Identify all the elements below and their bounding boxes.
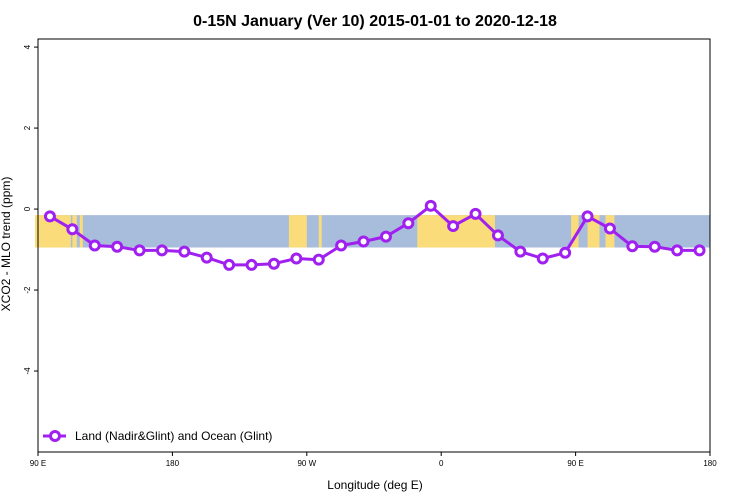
y-axis: 4 2 0 -2 -4 [23,44,38,375]
y-tick-label-0: 4 [23,44,32,49]
data-point-21 [514,245,527,258]
data-point-26 [626,240,639,253]
data-point-12 [312,253,325,266]
data-point-13 [335,239,348,252]
data-point-8 [223,258,236,271]
chart-title: 0-15N January (Ver 10) 2015-01-01 to 202… [193,13,557,30]
y-tick-label-4: -4 [23,367,32,375]
plot-frame [37,38,711,453]
data-point-29 [693,244,706,257]
legend-marker [49,430,61,442]
data-point-27 [648,240,661,253]
y-tick-label-1: 2 [23,125,32,130]
data-point-23 [559,246,572,259]
data-point-4 [133,244,146,257]
data-point-25 [603,222,616,235]
x-tick-label-3: 0 [439,459,444,468]
data-point-3 [111,240,124,253]
data-point-20 [491,229,504,242]
x-tick-label-4: 90 E [567,459,583,468]
data-point-24 [581,210,594,223]
x-axis-label: Longitude (deg E) [327,478,422,492]
data-point-11 [290,252,303,265]
land-patch-4 [318,215,322,248]
land-patch-2 [79,215,83,248]
data-point-6 [178,245,191,258]
data-point-18 [447,220,460,233]
data-point-19 [469,207,482,220]
series-layer [43,199,706,271]
plot-border [37,38,711,453]
land-patch-3 [288,215,307,248]
data-point-15 [379,230,392,243]
data-point-14 [357,235,370,248]
data-point-2 [88,239,101,252]
y-tick-label-3: -2 [23,286,32,294]
x-tick-label-0: 90 E [30,459,46,468]
data-point-9 [245,258,258,271]
data-point-28 [671,244,684,257]
data-point-22 [536,252,549,265]
data-point-17 [424,199,437,212]
data-point-7 [200,251,213,264]
x-tick-label-5: 180 [703,459,717,468]
x-tick-label-2: 90 W [297,459,316,468]
data-point-16 [402,217,415,230]
x-tick-label-1: 180 [166,459,180,468]
data-point-10 [267,257,280,270]
y-tick-label-2: 0 [23,206,32,211]
x-axis: 90 E 180 90 W 0 90 E 180 [30,452,717,468]
land-patch-6 [571,215,579,248]
data-point-5 [155,244,168,257]
legend-label: Land (Nadir&Glint) and Ocean (Glint) [75,429,272,443]
data-point-1 [66,223,79,236]
legend: Land (Nadir&Glint) and Ocean (Glint) [43,429,272,443]
land-patch-7 [587,215,600,248]
data-point-0 [43,210,56,223]
y-axis-label: XCO2 - MLO trend (ppm) [0,177,13,312]
